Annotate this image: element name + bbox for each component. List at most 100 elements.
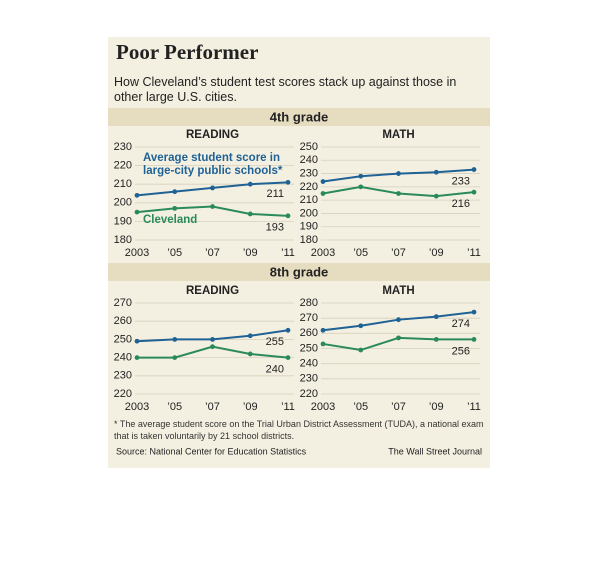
data-point: [210, 344, 215, 350]
y-tick-label: 220: [114, 160, 132, 172]
y-tick-label: 190: [300, 221, 318, 233]
data-point: [247, 181, 253, 187]
y-tick-label: 270: [114, 297, 132, 309]
x-tick-label: 2003: [125, 247, 149, 259]
data-point: [320, 341, 326, 347]
chart-title: MATH: [382, 129, 414, 141]
legend-box: Cleveland: [143, 214, 198, 227]
data-point: [285, 355, 291, 360]
y-tick-label: 210: [300, 194, 318, 206]
y-tick-label: 260: [114, 315, 132, 327]
y-tick-label: 280: [300, 297, 318, 309]
x-tick-label: ’11: [281, 401, 295, 413]
y-tick-label: 180: [300, 234, 318, 246]
y-tick-label: 220: [300, 181, 318, 193]
y-tick-label: 250: [300, 342, 318, 354]
data-point: [358, 323, 364, 329]
data-label: 256: [452, 345, 470, 357]
y-tick-label: 220: [300, 388, 318, 400]
y-tick-label: 230: [300, 373, 318, 385]
x-tick-label: ’09: [243, 401, 258, 413]
x-tick-label: ’07: [205, 401, 220, 413]
footnote: * The average student score on the Trial…: [114, 419, 484, 441]
y-tick-label: 250: [300, 141, 318, 153]
data-point: [210, 185, 215, 191]
data-label: 240: [266, 364, 284, 376]
data-point: [134, 209, 140, 215]
data-point: [320, 327, 326, 333]
x-tick-label: ’09: [429, 401, 444, 413]
data-point: [210, 204, 215, 209]
y-tick-label: 240: [300, 358, 318, 370]
data-point: [471, 189, 477, 195]
x-tick-label: ’11: [467, 401, 481, 413]
data-point: [396, 317, 401, 323]
legend-box: Average student score in large-city publ…: [143, 152, 283, 177]
data-point: [172, 355, 178, 360]
data-point: [247, 333, 253, 339]
footnote-box: * The average student score on the Trial…: [114, 419, 484, 441]
data-point: [285, 179, 291, 185]
y-tick-label: 190: [114, 215, 132, 227]
y-tick-label: 200: [300, 207, 318, 219]
data-point: [433, 314, 439, 320]
y-tick-label: 230: [114, 141, 132, 153]
y-tick-label: 270: [300, 312, 318, 324]
data-point: [433, 193, 439, 199]
data-point: [471, 309, 477, 315]
data-point: [247, 351, 253, 357]
y-tick-label: 240: [300, 154, 318, 166]
data-point: [471, 337, 477, 342]
data-point: [247, 211, 253, 217]
y-tick-label: 220: [114, 388, 132, 400]
y-tick-label: 180: [114, 234, 132, 246]
y-tick-label: 250: [114, 333, 132, 345]
section-band: [108, 108, 490, 126]
data-point: [320, 179, 326, 184]
data-point: [433, 169, 439, 175]
data-point: [134, 355, 140, 360]
x-tick-label: ’07: [205, 247, 220, 259]
data-point: [358, 347, 364, 353]
data-label: 274: [452, 318, 470, 330]
chart-title: MATH: [382, 285, 414, 297]
data-point: [134, 192, 140, 198]
x-tick-label: 2003: [311, 401, 335, 413]
data-point: [210, 337, 215, 342]
x-tick-label: ’07: [391, 401, 406, 413]
chart-title: READING: [186, 129, 239, 141]
data-point: [320, 191, 326, 196]
data-point: [172, 205, 178, 211]
x-tick-label: ’09: [243, 247, 258, 259]
section-heading: 8th grade: [270, 264, 329, 279]
subtitle: How Cleveland’s student test scores stac…: [114, 75, 457, 104]
data-point: [172, 337, 178, 342]
y-tick-label: 200: [114, 197, 132, 209]
data-point: [134, 338, 140, 344]
source: Source: National Center for Education St…: [116, 446, 307, 456]
y-tick-label: 230: [114, 370, 132, 382]
x-tick-label: ’05: [167, 247, 182, 259]
data-point: [433, 337, 439, 342]
data-label: 211: [266, 188, 284, 200]
x-tick-label: ’05: [353, 401, 368, 413]
legend-entry: Average student score in large-city publ…: [143, 152, 283, 177]
y-tick-label: 210: [114, 178, 132, 190]
y-tick-label: 260: [300, 327, 318, 339]
data-label: 233: [452, 175, 470, 187]
title: Poor Performer: [116, 40, 258, 64]
data-label: 255: [266, 336, 284, 348]
data-point: [358, 173, 364, 179]
y-tick-label: 230: [300, 167, 318, 179]
data-point: [285, 327, 291, 333]
data-point: [358, 184, 364, 190]
chart-title: READING: [186, 285, 239, 297]
legend-entry: Cleveland: [143, 214, 198, 227]
x-tick-label: ’07: [391, 247, 406, 259]
data-point: [471, 167, 477, 172]
x-tick-label: 2003: [125, 401, 149, 413]
credit: The Wall Street Journal: [388, 446, 482, 456]
subtitle-box: How Cleveland’s student test scores stac…: [114, 75, 457, 104]
x-tick-label: ’11: [467, 247, 481, 259]
